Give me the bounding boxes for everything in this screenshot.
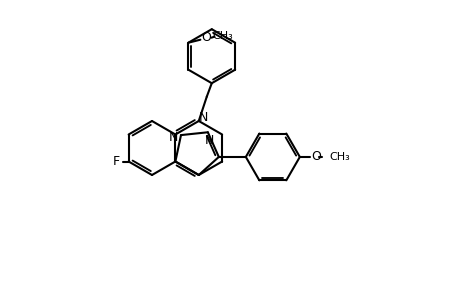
Text: F: F (113, 155, 120, 168)
Text: CH₃: CH₃ (212, 31, 232, 41)
Text: N: N (205, 134, 214, 147)
Text: N: N (199, 110, 208, 124)
Text: O: O (310, 150, 320, 164)
Text: N: N (168, 130, 177, 144)
Text: CH₃: CH₃ (329, 152, 350, 162)
Text: O: O (201, 31, 211, 44)
